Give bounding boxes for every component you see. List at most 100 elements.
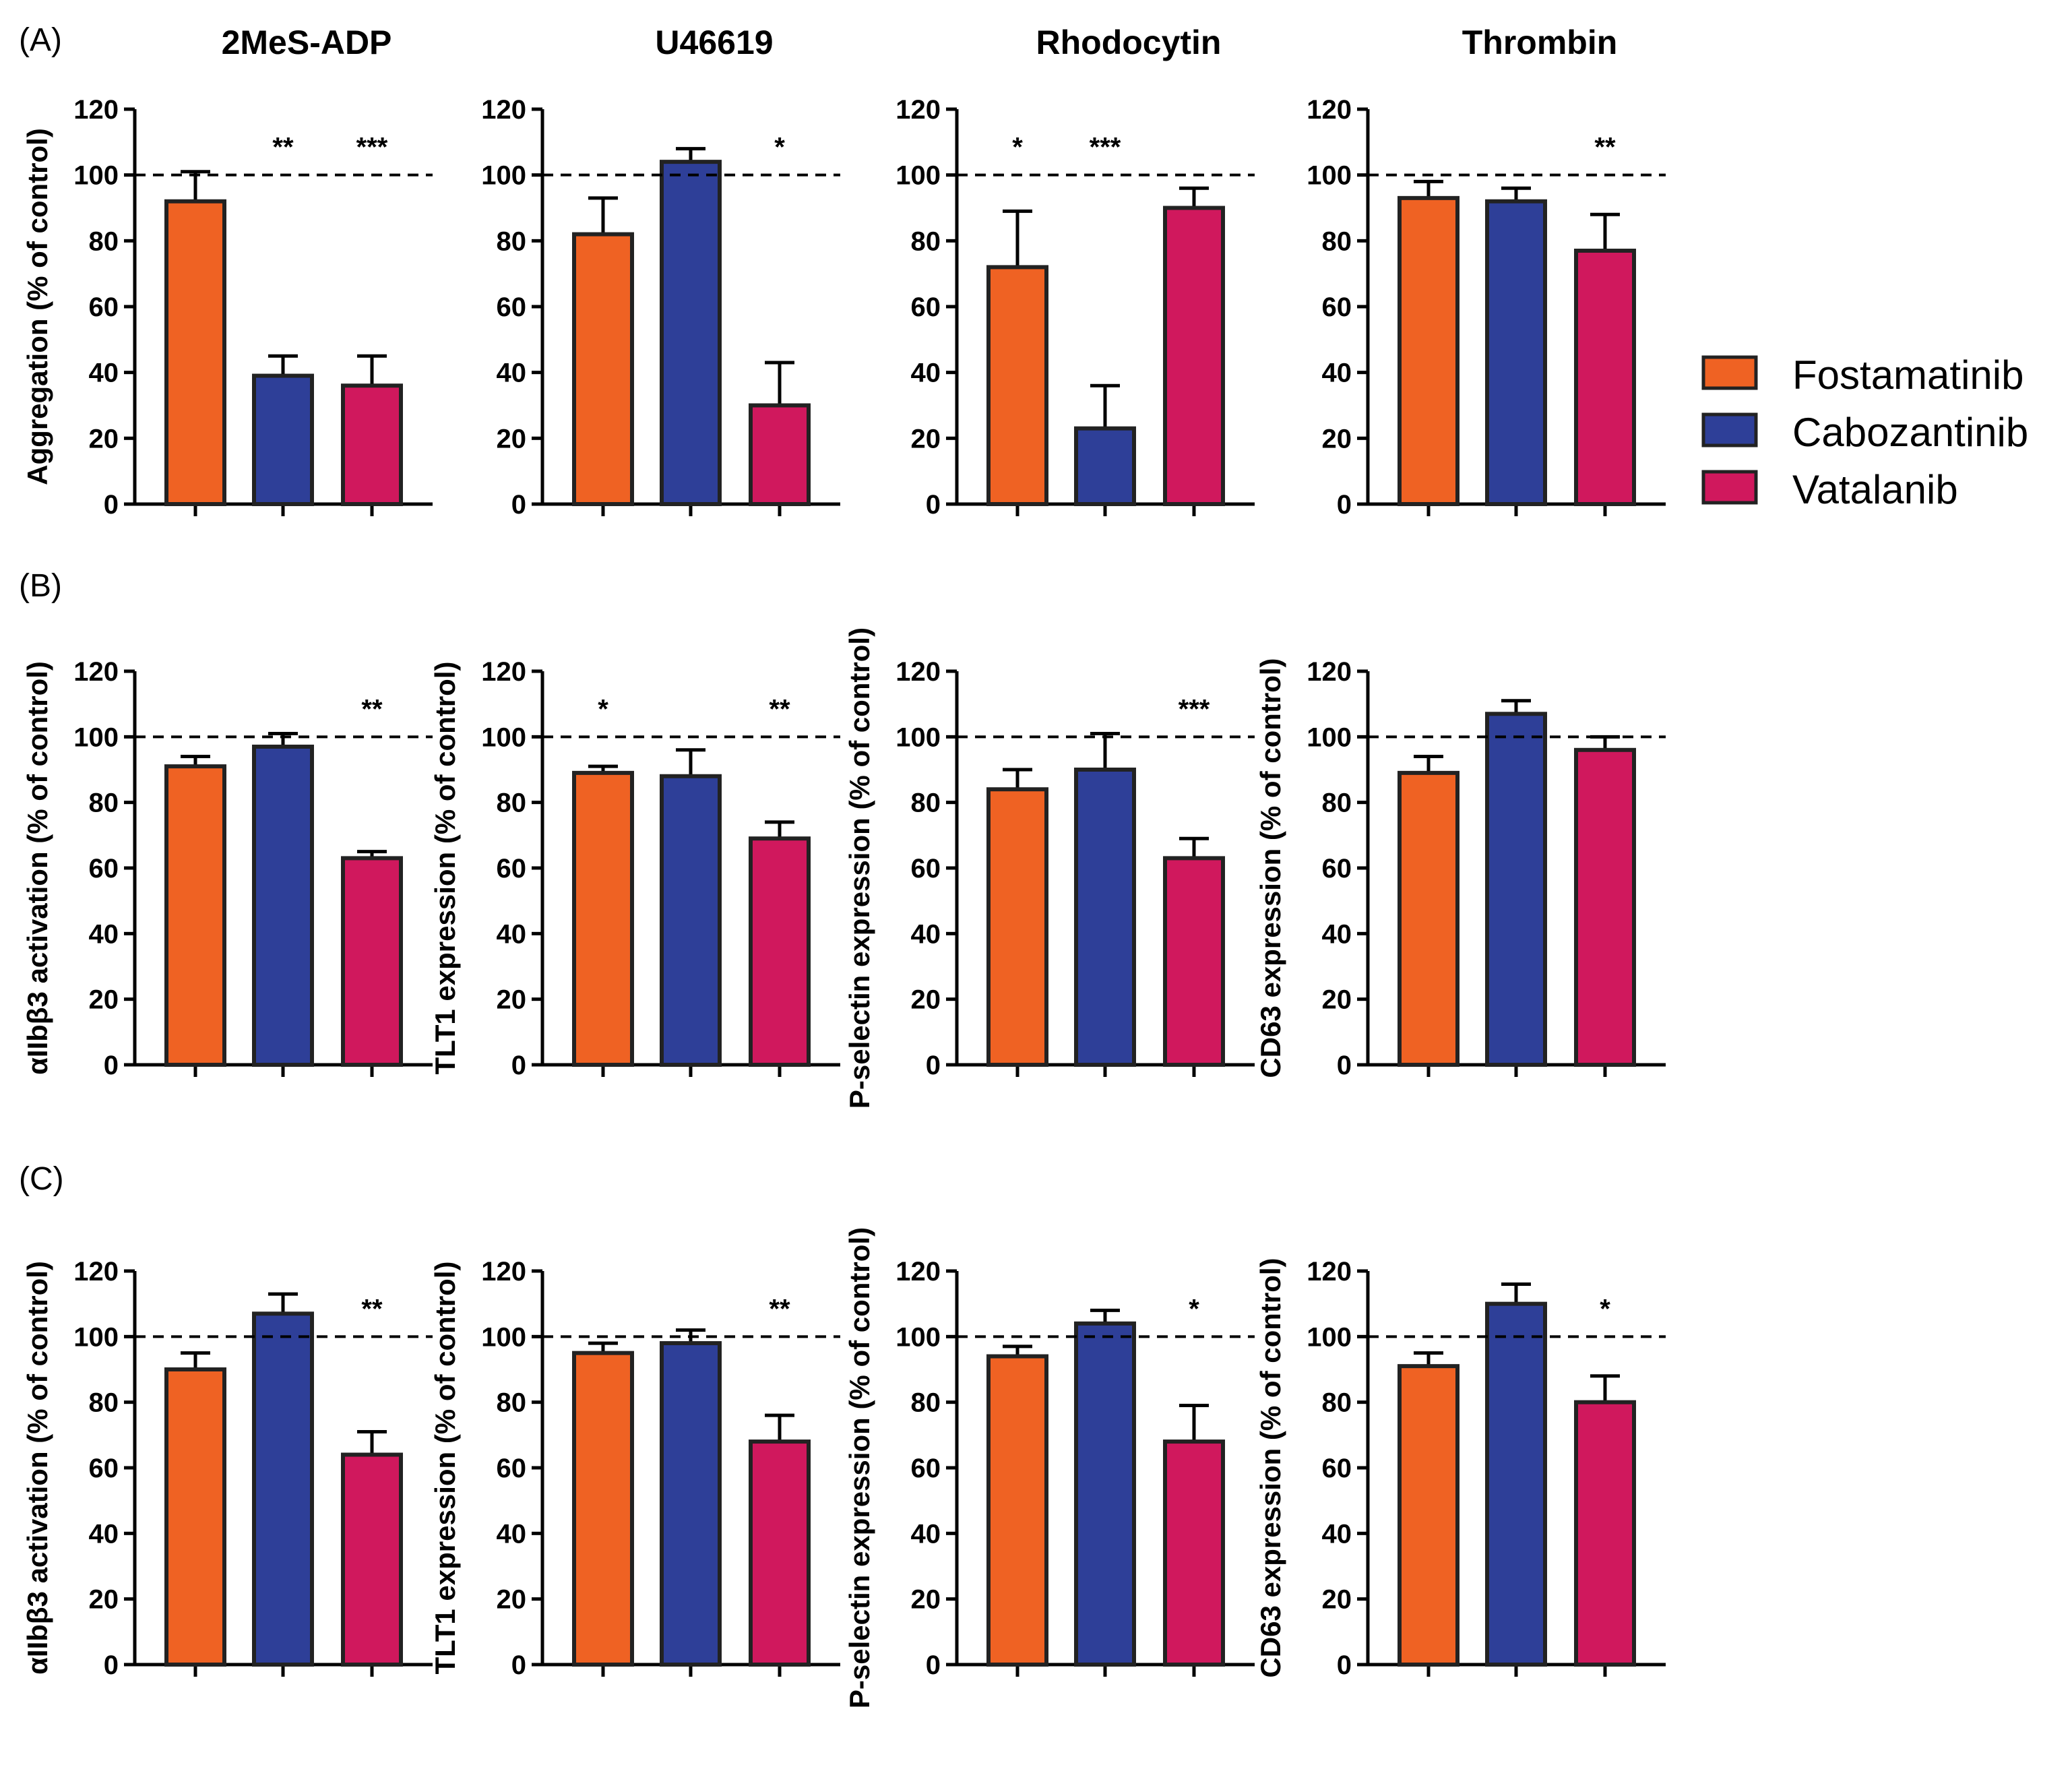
y-tick-label: 20: [497, 985, 527, 1015]
legend-swatch-vatalanib: [1701, 470, 1758, 505]
significance-marker: *: [1012, 133, 1023, 162]
y-tick-label: 100: [1307, 1322, 1352, 1352]
y-tick-label: 120: [1307, 95, 1352, 125]
y-tick-label: 100: [73, 1322, 119, 1352]
bar-vatalanib: [1574, 248, 1636, 506]
y-tick-label: 60: [1322, 1454, 1352, 1483]
y-tick-label: 80: [497, 788, 527, 818]
y-tick-label: 80: [1322, 788, 1352, 818]
significance-marker: **: [1594, 133, 1616, 162]
y-tick-label: 60: [497, 1454, 527, 1483]
chart-10: TLT1 expression (% of control) 0 20 40 60 80 1…: [429, 1257, 840, 1680]
panel-label-b: (B): [19, 568, 62, 604]
chart-title: U46619: [655, 24, 773, 61]
legend-label-cabozantinib: Cabozantinib: [1792, 410, 2028, 455]
bar-cabozantinib: [660, 160, 722, 506]
y-tick-label: 0: [1337, 1051, 1352, 1080]
bar-cabozantinib: [1074, 768, 1136, 1067]
y-tick-label: 100: [896, 161, 941, 191]
y-tick-label: 40: [497, 919, 527, 949]
y-tick-label: 120: [73, 657, 119, 687]
chart-12: CD63 expression (% of control) 0 20 40 60 80 1…: [1255, 1257, 1666, 1680]
significance-marker: *: [1189, 1294, 1199, 1324]
y-tick-label: 40: [497, 359, 527, 388]
y-tick-label: 80: [89, 788, 119, 818]
y-tick-label: 80: [497, 226, 527, 256]
bar-vatalanib: [1163, 1439, 1225, 1667]
bar-vatalanib: [341, 1452, 403, 1667]
y-tick-label: 20: [911, 1585, 941, 1615]
y-tick-label: 60: [1322, 854, 1352, 884]
bar-vatalanib: [749, 836, 811, 1067]
legend: Fostamatinib Cabozantinib Vatalanib: [1701, 352, 2028, 512]
chart-4: Thrombin 0 20 40 60 80 100 120 **: [1307, 24, 1666, 520]
y-tick-label: 60: [89, 854, 119, 884]
y-tick-label: 0: [926, 490, 941, 520]
y-tick-label: 100: [896, 722, 941, 752]
y-tick-label: 60: [911, 1454, 941, 1483]
y-tick-label: 100: [481, 1322, 526, 1352]
y-tick-label: 120: [896, 657, 941, 687]
y-axis-label: αIIbβ3 activation (% of control): [22, 661, 53, 1075]
bar-vatalanib: [1163, 856, 1225, 1067]
bar-fostamatinib: [986, 1354, 1048, 1667]
y-tick-label: 0: [511, 1650, 526, 1680]
y-tick-label: 40: [911, 919, 941, 949]
y-tick-label: 40: [89, 919, 119, 949]
y-tick-label: 60: [497, 292, 527, 322]
significance-marker: *: [774, 133, 785, 162]
significance-marker: **: [361, 1294, 383, 1324]
chart-6: TLT1 expression (% of control) 0 20 40 60 80 1…: [429, 657, 840, 1080]
bar-vatalanib: [749, 1439, 811, 1667]
y-tick-label: 80: [89, 226, 119, 256]
bar-cabozantinib: [660, 774, 722, 1067]
panel-label-c: (C): [19, 1161, 64, 1197]
legend-swatch-cabozantinib: [1701, 412, 1758, 447]
y-tick-label: 120: [481, 95, 526, 125]
y-tick-label: 0: [1337, 1650, 1352, 1680]
bar-vatalanib: [1163, 206, 1225, 506]
bar-cabozantinib: [252, 373, 314, 506]
y-axis-label: P-selectin expression (% of control): [844, 1227, 875, 1708]
bar-cabozantinib: [252, 744, 314, 1067]
chart-7: P-selectin expression (% of control) 0 20 4…: [844, 627, 1255, 1109]
y-tick-label: 40: [497, 1519, 527, 1549]
bar-cabozantinib: [1485, 1301, 1547, 1667]
y-tick-label: 60: [89, 1454, 119, 1483]
bar-fostamatinib: [986, 787, 1048, 1067]
legend-label-vatalanib: Vatalanib: [1792, 467, 1958, 512]
bar-cabozantinib: [1074, 426, 1136, 507]
y-tick-label: 100: [73, 722, 119, 752]
y-tick-label: 100: [481, 161, 526, 191]
bar-vatalanib: [341, 856, 403, 1067]
y-axis-label: Aggregation (% of control): [22, 128, 53, 485]
chart-9: αIIbβ3 activation (% of control) 0 20 40 60 8…: [22, 1257, 433, 1680]
bar-cabozantinib: [1485, 199, 1547, 506]
y-tick-label: 0: [104, 1650, 119, 1680]
y-axis-label: TLT1 expression (% of control): [429, 662, 461, 1075]
y-tick-label: 0: [104, 1051, 119, 1080]
y-tick-label: 120: [1307, 1257, 1352, 1287]
y-tick-label: 20: [1322, 424, 1352, 454]
y-tick-label: 60: [911, 292, 941, 322]
significance-marker: *: [598, 694, 608, 724]
y-tick-label: 40: [1322, 359, 1352, 388]
y-tick-label: 80: [911, 226, 941, 256]
chart-5: αIIbβ3 activation (% of control) 0 20 40 60 8…: [22, 657, 433, 1080]
chart-title: 2MeS-ADP: [222, 24, 392, 61]
bar-cabozantinib: [252, 1311, 314, 1667]
bar-cabozantinib: [1074, 1321, 1136, 1667]
y-tick-label: 100: [1307, 161, 1352, 191]
significance-marker: **: [361, 694, 383, 724]
y-tick-label: 80: [1322, 1388, 1352, 1418]
chart-title: Rhodocytin: [1036, 24, 1222, 61]
chart-8: CD63 expression (% of control) 0 20 40 60 80 1…: [1255, 657, 1666, 1080]
y-tick-label: 100: [1307, 722, 1352, 752]
bar-cabozantinib: [660, 1341, 722, 1667]
y-tick-label: 60: [911, 854, 941, 884]
bar-vatalanib: [341, 383, 403, 507]
significance-marker: ***: [1179, 694, 1210, 724]
bar-vatalanib: [749, 403, 811, 506]
